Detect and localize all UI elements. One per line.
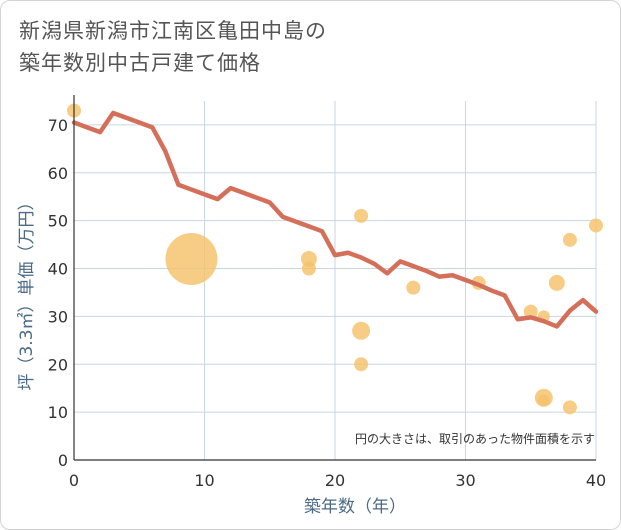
average-price-line — [71, 110, 599, 329]
data-bubble — [589, 218, 603, 233]
x-tick-label: 40 — [586, 471, 606, 490]
x-axis-label: 築年数（年） — [304, 497, 406, 517]
x-tick-label: 0 — [69, 471, 79, 490]
data-bubble — [165, 232, 218, 285]
y-axis-label: 坪（3.3㎡）単価（万円） — [17, 193, 37, 390]
x-tick-label: 30 — [455, 471, 475, 490]
grid-lines — [74, 101, 597, 460]
data-bubble — [354, 208, 369, 223]
average-line-series — [71, 110, 599, 329]
x-tick-label: 10 — [194, 471, 214, 490]
x-tick-label: 20 — [325, 471, 345, 490]
y-tick-label: 0 — [58, 451, 68, 470]
chart-title-line-1: 新潟県新潟市江南区亀田中島の — [19, 19, 327, 43]
bubble-size-note: 円の大きさは、取引のあった物件面積を示す — [355, 431, 595, 446]
axes: 0 10 20 30 40 0 10 20 30 40 50 60 70 — [48, 95, 606, 490]
data-bubble — [537, 394, 550, 407]
data-bubble — [548, 274, 565, 291]
y-tick-label: 60 — [48, 164, 68, 183]
chart-title: 新潟県新潟市江南区亀田中島の 築年数別中古戸建て価格 — [19, 15, 327, 79]
data-bubble — [562, 232, 577, 247]
data-bubble — [352, 321, 371, 340]
data-bubble — [523, 304, 538, 319]
data-bubble — [301, 261, 316, 276]
data-bubble — [562, 400, 577, 415]
y-tick-label: 30 — [48, 307, 68, 326]
data-bubble — [354, 357, 369, 372]
y-tick-label: 40 — [48, 260, 68, 279]
bubble-series — [67, 103, 603, 415]
y-tick-label: 50 — [48, 212, 68, 231]
y-tick-label: 70 — [48, 116, 68, 135]
y-tick-label: 10 — [48, 403, 68, 422]
chart-title-line-2: 築年数別中古戸建て価格 — [19, 51, 261, 75]
data-bubble — [406, 280, 421, 295]
y-tick-label: 20 — [48, 355, 68, 374]
